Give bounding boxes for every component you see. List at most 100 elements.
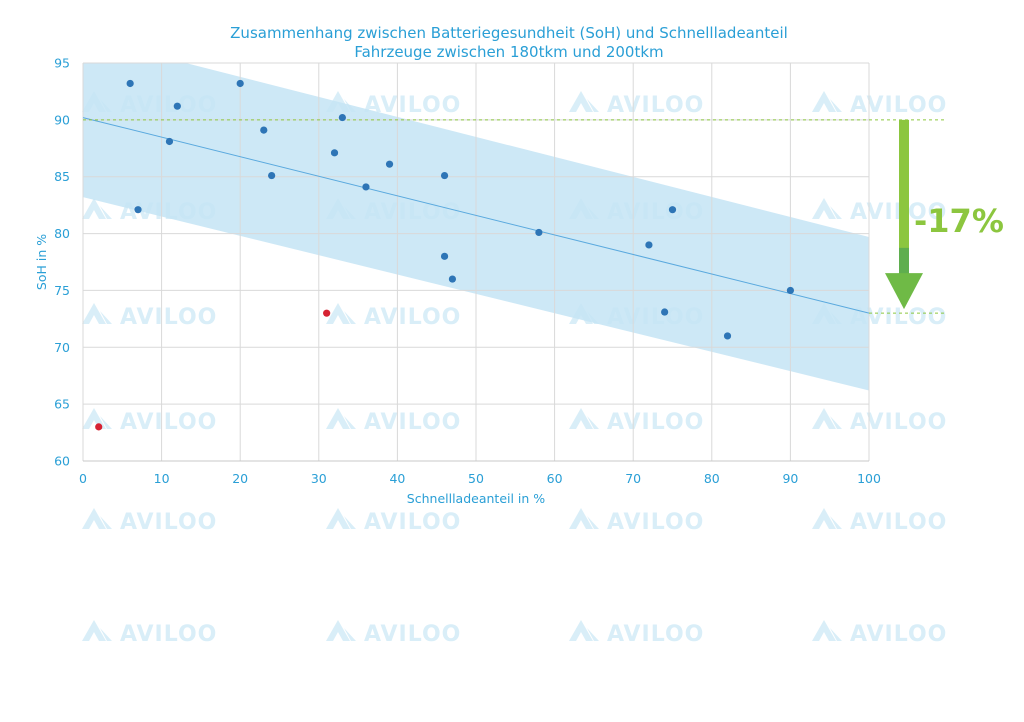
x-tick-label: 20 bbox=[232, 471, 248, 486]
data-point-outlier bbox=[323, 309, 331, 317]
aviloo-logo-icon bbox=[100, 416, 112, 429]
data-point bbox=[645, 241, 653, 249]
data-point bbox=[330, 149, 339, 157]
data-point bbox=[260, 126, 268, 134]
watermark-text: AVILOO bbox=[850, 200, 947, 225]
watermark-text: AVILOO bbox=[850, 410, 947, 435]
aviloo-logo-icon bbox=[326, 508, 350, 529]
y-tick-label: 70 bbox=[54, 340, 70, 355]
data-point bbox=[165, 137, 174, 146]
data-point bbox=[236, 79, 244, 88]
data-point-outlier bbox=[95, 423, 103, 431]
reference-lines-layer bbox=[83, 119, 946, 314]
x-tick-label: 10 bbox=[154, 471, 170, 486]
data-point bbox=[173, 102, 181, 110]
watermark-logo: AVILOO bbox=[812, 198, 947, 225]
watermark-logo: AVILOO bbox=[569, 408, 704, 435]
x-tick-label: 30 bbox=[311, 471, 327, 486]
x-tick-label: 80 bbox=[704, 471, 720, 486]
y-tick-label: 90 bbox=[54, 112, 70, 127]
aviloo-logo-icon bbox=[812, 198, 836, 219]
aviloo-logo-icon bbox=[100, 206, 112, 219]
x-tick-label: 60 bbox=[547, 471, 563, 486]
data-point bbox=[723, 332, 732, 340]
watermark-logo: AVILOO bbox=[812, 508, 947, 535]
watermark-logo: AVILOO bbox=[82, 620, 217, 647]
x-tick-label: 90 bbox=[782, 471, 798, 486]
aviloo-logo-icon bbox=[344, 628, 356, 641]
y-tick-label: 85 bbox=[54, 169, 70, 184]
watermark-logo: AVILOO bbox=[812, 408, 947, 435]
data-point bbox=[535, 228, 543, 237]
aviloo-logo-icon bbox=[569, 508, 593, 529]
aviloo-logo-icon bbox=[344, 311, 356, 324]
watermark-layer: AVILOO AVILOO AVILOO AVILOO AVILOO AVILOO AVIL… bbox=[82, 91, 947, 647]
aviloo-logo-icon bbox=[569, 91, 593, 112]
tick-labels-layer: 0 10 20 30 40 50 60 70 80 90 100 60 65 70 75 80 85 90 95 bbox=[54, 56, 881, 487]
y-tick-label: 80 bbox=[54, 226, 70, 241]
aviloo-logo-icon bbox=[812, 508, 836, 529]
aviloo-logo-icon bbox=[569, 620, 593, 641]
watermark-logo: AVILOO bbox=[326, 408, 461, 435]
y-tick-label: 95 bbox=[54, 56, 70, 71]
data-point bbox=[661, 308, 669, 316]
regression-line bbox=[82, 117, 870, 314]
watermark-text: AVILOO bbox=[120, 510, 217, 535]
annotation-layer: -17% bbox=[885, 119, 1004, 310]
aviloo-logo-icon bbox=[569, 408, 593, 429]
watermark-logo: AVILOO bbox=[569, 91, 704, 118]
watermark-text: AVILOO bbox=[850, 510, 947, 535]
watermark-logo: AVILOO bbox=[569, 620, 703, 647]
aviloo-logo-icon bbox=[587, 628, 599, 641]
aviloo-logo-icon bbox=[82, 303, 106, 324]
arrow-shaft-shade bbox=[899, 247, 909, 278]
watermark-logo: AVILOO bbox=[812, 620, 946, 647]
aviloo-logo-icon bbox=[812, 408, 836, 429]
watermark-text: AVILOO bbox=[364, 410, 461, 435]
x-tick-label: 40 bbox=[389, 471, 405, 486]
y-tick-label: 75 bbox=[54, 283, 70, 298]
chart-title: Zusammenhang zwischen Batteriegesundheit… bbox=[230, 24, 788, 42]
data-point bbox=[440, 252, 449, 260]
watermark-text: AVILOO bbox=[607, 93, 704, 118]
aviloo-logo-icon bbox=[830, 416, 842, 429]
aviloo-logo-icon bbox=[812, 91, 836, 112]
data-point bbox=[268, 171, 276, 180]
watermark-text: AVILOO bbox=[120, 622, 217, 647]
data-point bbox=[786, 286, 795, 295]
annotation-label: -17% bbox=[914, 202, 1004, 240]
aviloo-logo-icon bbox=[344, 416, 356, 429]
watermark-text: AVILOO bbox=[364, 510, 461, 535]
aviloo-logo-icon bbox=[326, 303, 350, 324]
watermark-text: AVILOO bbox=[364, 305, 461, 330]
x-tick-label: 70 bbox=[625, 471, 641, 486]
data-point bbox=[440, 171, 449, 180]
data-point bbox=[448, 275, 457, 283]
watermark-text: AVILOO bbox=[850, 93, 947, 118]
watermark-text: AVILOO bbox=[364, 622, 461, 647]
x-axis-label: Schnellladeanteil in % bbox=[407, 491, 546, 506]
watermark-text: AVILOO bbox=[607, 510, 704, 535]
watermark-logo: AVILOO bbox=[326, 508, 461, 535]
watermark-logo: AVILOO bbox=[326, 620, 461, 647]
x-tick-label: 50 bbox=[468, 471, 484, 486]
y-axis-label: SoH in % bbox=[34, 234, 49, 290]
watermark-logo: AVILOO bbox=[812, 91, 947, 118]
data-point bbox=[134, 206, 142, 214]
watermark-logo: AVILOO bbox=[569, 508, 704, 535]
aviloo-logo-icon bbox=[587, 416, 599, 429]
chart-subtitle: Fahrzeuge zwischen 180tkm und 200tkm bbox=[354, 43, 663, 61]
aviloo-logo-icon bbox=[82, 620, 106, 641]
watermark-text: AVILOO bbox=[607, 410, 704, 435]
aviloo-logo-icon bbox=[587, 99, 599, 112]
aviloo-logo-icon bbox=[100, 311, 112, 324]
watermark-logo: AVILOO bbox=[82, 408, 217, 435]
data-point bbox=[126, 79, 134, 88]
data-point bbox=[362, 183, 370, 191]
watermark-logo: AVILOO bbox=[82, 303, 216, 330]
aviloo-logo-icon bbox=[830, 206, 842, 219]
arrow-down-icon bbox=[885, 273, 923, 310]
watermark-text: AVILOO bbox=[120, 410, 217, 435]
x-tick-label: 0 bbox=[79, 471, 87, 486]
